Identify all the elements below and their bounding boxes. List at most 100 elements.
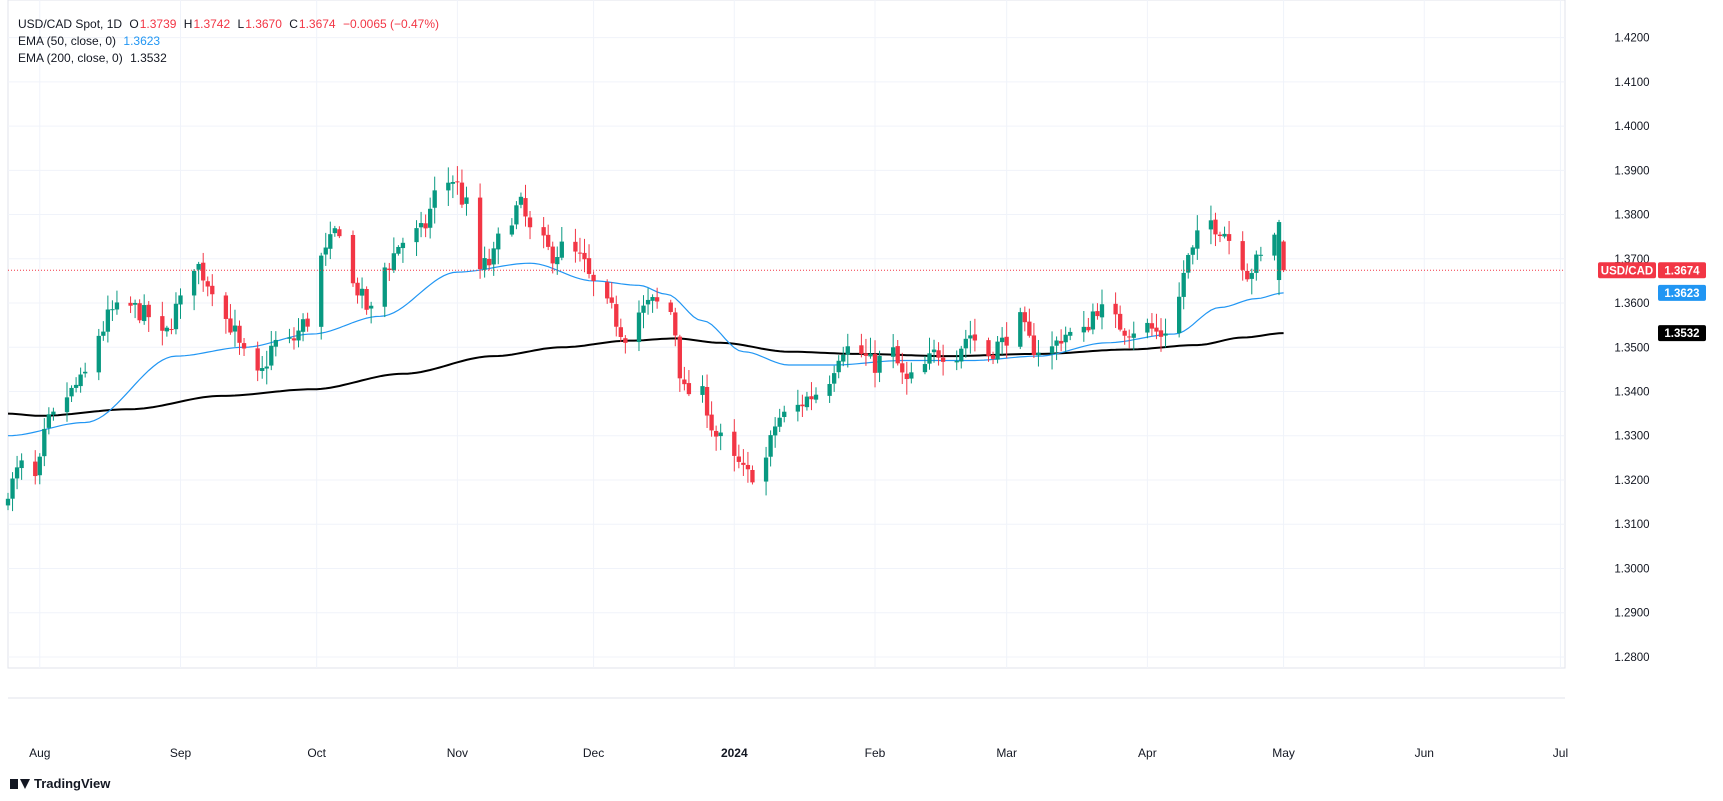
candle-body [173,303,179,330]
candle [432,176,437,224]
candle [160,301,165,346]
candle-body [618,327,623,337]
candle-body [201,262,206,281]
candle [1117,305,1123,332]
candle-body [573,241,578,252]
candle [636,300,642,352]
candle [827,375,832,403]
candle [164,325,170,337]
candle-body [1054,340,1059,346]
candle-body [1058,340,1064,344]
legend-ema50-row[interactable]: EMA (50, close, 0) 1.3623 [18,33,443,50]
candle [46,407,52,435]
candle [509,218,515,237]
candle [772,417,778,448]
candle [927,337,932,370]
candle [900,352,905,385]
candle [1018,307,1023,350]
candle-body [114,302,120,310]
candle-body [19,460,24,469]
candle [709,401,714,437]
candle [650,294,655,313]
legend-close: C1.3674 [289,17,335,31]
tradingview-brand[interactable]: TradingView [10,776,110,791]
candle-body [46,414,52,428]
candle-body [736,456,741,462]
candle [137,299,142,324]
candle-body [455,181,460,183]
candle-body [768,435,773,457]
ema50-price-tag-bg [1658,284,1706,301]
candle-body [1163,333,1168,336]
candle [1081,310,1086,342]
candle [223,292,229,334]
candle [78,367,83,393]
legend-open-label: O [129,17,139,31]
candle-body [1063,334,1068,343]
candle [750,465,755,485]
candle-body [477,197,483,270]
candle-body [936,350,941,358]
candle-body [872,354,878,373]
x-tick-label: Dec [583,746,604,760]
candle-body [700,386,705,395]
candle [210,274,215,307]
candle [968,320,973,354]
candle-body [232,325,238,332]
candle [1090,303,1096,335]
candle-body [491,248,496,265]
legend-ema200-row[interactable]: EMA (200, close, 0) 1.3532 [18,50,443,67]
price-axis[interactable]: 1.2800 1.2900 1.3000 1.3100 1.3200 1.3300 1.34… [1614,33,1649,664]
candle [387,262,392,281]
candle [868,337,873,359]
candle [496,227,501,265]
candle [718,423,723,451]
candle [350,230,356,287]
candle-body [496,233,501,250]
x-tick-label: Jun [1415,746,1434,760]
candle [482,246,487,278]
candle [128,296,133,314]
candle-body [863,353,869,356]
candle-body [196,263,201,270]
candle-body [972,334,978,341]
legend-close-value: 1.3674 [298,17,336,31]
candle [260,355,265,379]
candle [741,449,746,476]
candle-body [391,253,397,271]
y-tick-label: 1.4200 [1614,33,1649,45]
y-tick-label: 1.2800 [1614,652,1649,664]
candle-body [1127,336,1132,338]
candle [64,382,70,422]
x-tick-label: Nov [447,746,468,760]
time-axis[interactable]: Aug Sep Oct Nov Dec 2024 Feb Mar Apr May Jun Jul [8,697,1568,760]
legend-ohlc-row: USD/CAD Spot, 1D O1.3739 H1.3742 L1.3670… [18,16,443,33]
candle-body [1068,331,1073,336]
candle-body [782,411,787,417]
candle-body [591,274,596,281]
candle [895,339,900,366]
x-tick-label: Jul [1553,746,1568,760]
candle-body [641,305,646,313]
candle [1049,331,1055,370]
candle [559,227,564,261]
candle [591,271,596,297]
legend-symbol[interactable]: USD/CAD Spot, 1D [18,17,123,31]
candle [42,418,47,467]
candle [546,224,551,251]
candle-body [645,299,651,305]
candle-body [877,355,882,373]
candle-body [1254,254,1259,273]
candle-body [273,339,278,347]
candle-body [732,431,737,456]
candle-body [514,205,519,225]
candle [1245,263,1250,282]
candle-body [1154,327,1159,332]
candle [623,335,628,354]
candle-body [1145,322,1150,333]
candle-body [827,384,832,396]
candle-body [296,330,301,341]
candle-body [1081,326,1086,333]
ema-50-line [7,262,1284,437]
